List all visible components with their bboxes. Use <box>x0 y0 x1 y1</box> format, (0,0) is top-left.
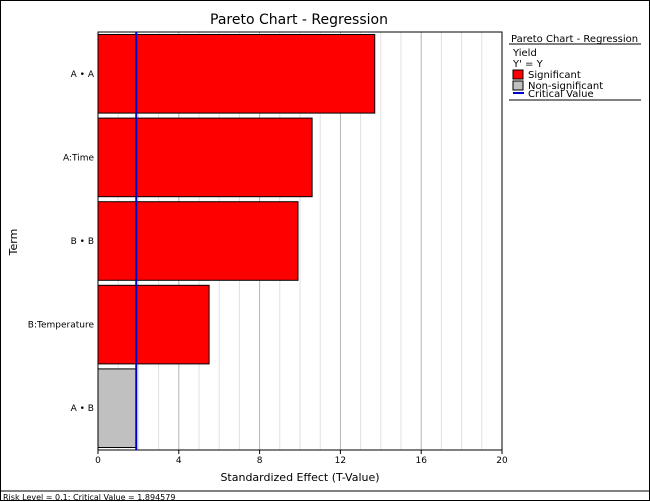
bar-significant <box>97 117 313 198</box>
legend-transform: Y' = Y <box>512 59 544 70</box>
x-tick-label: 12 <box>335 456 346 466</box>
x-tick-label: 0 <box>95 456 101 466</box>
legend-significant-label: Significant <box>528 70 581 81</box>
bar-significant <box>97 284 210 365</box>
bar-significant <box>97 201 299 281</box>
y-tick-label: A • B <box>71 404 94 414</box>
x-axis-label: Standardized Effect (T-Value) <box>220 471 379 484</box>
legend: Pareto Chart - Regression Yield Y' = Y S… <box>509 34 641 101</box>
legend-non-significant-swatch <box>512 80 524 91</box>
x-tick-label: 20 <box>496 456 508 466</box>
y-tick-label: A • A <box>71 70 95 80</box>
legend-critical-label: Critical Value <box>528 89 594 100</box>
x-axis-ticks: 0 4 8 12 16 20 <box>95 450 508 466</box>
legend-response: Yield <box>512 48 537 59</box>
bar-non-significant <box>97 368 137 448</box>
legend-significant-swatch <box>512 69 524 80</box>
x-tick-label: 8 <box>257 456 263 466</box>
x-tick-label: 16 <box>415 456 427 466</box>
bar-significant <box>97 34 376 114</box>
plot-border <box>97 31 503 451</box>
y-axis-labels: A • A A:Time B • B B:Temperature A • B <box>28 70 95 414</box>
y-tick-label: B • B <box>71 237 94 247</box>
bars <box>97 34 376 448</box>
footer-note: Risk Level = 0.1; Critical Value = 1.894… <box>3 493 175 502</box>
legend-title: Pareto Chart - Regression <box>511 34 638 45</box>
y-tick-label: A:Time <box>63 153 95 163</box>
y-axis-label: Term <box>7 229 20 257</box>
legend-non-significant-label: Non-significant <box>528 81 603 92</box>
chart-title: Pareto Chart - Regression <box>210 12 388 28</box>
y-tick-label: B:Temperature <box>28 321 95 331</box>
x-tick-label: 4 <box>176 456 182 466</box>
